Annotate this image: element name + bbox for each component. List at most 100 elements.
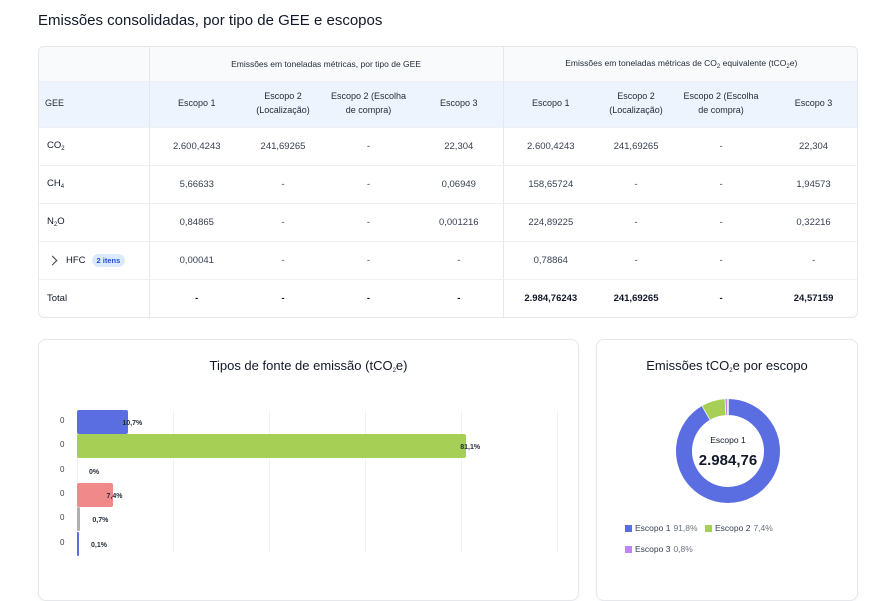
gas-name: CH xyxy=(47,178,61,189)
hfc-expand-toggle[interactable]: HFC 2 itens xyxy=(39,241,150,280)
legend-swatch xyxy=(625,524,632,532)
grid-line xyxy=(77,410,78,553)
col-header-escopo2-comp-b-co2e: de compra) xyxy=(698,105,744,115)
bar-title-sub: 2 xyxy=(392,368,396,374)
bar-mark[interactable] xyxy=(77,482,113,507)
group2-title-part-a: Emissões em toneladas métricas de CO xyxy=(565,57,717,68)
hfc-items-badge: 2 itens xyxy=(91,253,126,267)
table-cell: - xyxy=(244,279,322,317)
table-cell: 0,06949 xyxy=(415,165,504,204)
bar-value-label: 0,7% xyxy=(92,517,109,525)
table-cell: 5,66633 xyxy=(149,165,244,204)
gas-sub: 2 xyxy=(53,222,58,228)
table-cell: - xyxy=(674,241,769,280)
table-cell: - xyxy=(674,127,769,166)
bar-value-label: 0,1% xyxy=(91,541,107,549)
bar-value-label: 0% xyxy=(89,468,100,476)
header-blank-cell xyxy=(39,47,150,82)
donut-title-a: Emissões tCO xyxy=(646,358,730,373)
col-header-escopo3-co2e: Escopo 3 xyxy=(768,81,857,128)
gas-sub: 2 xyxy=(61,146,65,152)
legend-label: Escopo 1 xyxy=(635,523,671,533)
table-cell: 0,001216 xyxy=(415,203,504,242)
table-cell: - xyxy=(322,241,415,280)
emissions-table-card: Emissões em toneladas métricas, por tipo… xyxy=(38,46,858,318)
table-cell: - xyxy=(322,165,415,204)
bar-title-a: Tipos de fonte de emissão (tCO xyxy=(209,358,393,373)
bar-title-b: e) xyxy=(395,358,408,373)
chevron-right-icon[interactable] xyxy=(47,255,58,265)
bar-value-label: 7,4% xyxy=(106,492,123,500)
col-header-escopo2-loc-b: (Localização) xyxy=(256,105,310,115)
table-cell: - xyxy=(598,203,675,242)
table-row-ch4: CH4 5,66633 - - 0,06949 158,65724 - - 1,… xyxy=(39,165,857,204)
group-header-tco2e: Emissões em toneladas métricas de CO2 eq… xyxy=(503,47,857,82)
legend-item[interactable]: Escopo 2 7,4% xyxy=(705,523,773,533)
grid-line xyxy=(461,410,462,553)
bar-value-label: 81,1% xyxy=(460,444,481,452)
table-cell: 22,304 xyxy=(415,127,504,166)
donut-center-label: Escopo 1 xyxy=(710,435,746,445)
gas-name: N xyxy=(47,216,54,227)
legend-value: 7,4% xyxy=(753,523,773,533)
table-cell: 2.600,4243 xyxy=(503,127,599,166)
table-cell: - xyxy=(415,279,504,317)
emissions-table: Emissões em toneladas métricas, por tipo… xyxy=(39,47,857,317)
legend-item[interactable]: Escopo 3 0,8% xyxy=(625,544,693,554)
grid-line xyxy=(173,410,174,553)
bar-value-label: 10,7% xyxy=(122,420,143,427)
bar-mark[interactable] xyxy=(77,531,79,556)
gas-label-co2: CO2 xyxy=(39,127,150,166)
bar-mark[interactable] xyxy=(77,434,467,459)
donut-slice[interactable] xyxy=(676,399,780,503)
col-header-escopo2-comp-a-co2e: Escopo 2 (Escolha xyxy=(683,91,759,102)
table-row-hfc[interactable]: HFC 2 itens 0,00041 - - - 0,78864 - - - xyxy=(39,241,857,280)
grid-line xyxy=(365,410,366,553)
table-cell: 0,78864 xyxy=(503,241,599,280)
table-cell: 2.600,4243 xyxy=(149,127,244,166)
table-cell: 0,84865 xyxy=(149,203,244,242)
gas-label-n2o: N2O xyxy=(39,203,150,242)
table-row-total: Total - - - - 2.984,76243 241,69265 - 24… xyxy=(39,279,857,317)
legend-value: 0,8% xyxy=(673,544,693,554)
table-cell: 24,57159 xyxy=(768,279,857,317)
table-cell: - xyxy=(674,203,769,242)
gas-tail: O xyxy=(57,216,65,227)
col-header-escopo2-comp-a: Escopo 2 (Escolha xyxy=(330,91,407,102)
col-header-gee: GEE xyxy=(39,81,150,128)
legend-label: Escopo 2 xyxy=(715,523,751,533)
col-header-escopo3: Escopo 3 xyxy=(415,81,504,128)
col-header-escopo2-loc-b-co2e: (Localização) xyxy=(609,105,663,115)
gas-sub: 4 xyxy=(60,184,65,190)
col-header-escopo2-loc: Escopo 2 (Localização) xyxy=(244,81,322,128)
col-header-escopo2-loc-a-co2e: Escopo 2 xyxy=(617,91,655,102)
table-cell: 22,304 xyxy=(768,127,857,166)
table-cell: - xyxy=(674,279,769,317)
table-cell: - xyxy=(674,165,769,204)
bar-y-label: 0 xyxy=(60,416,65,425)
group2-title-sub: 2 xyxy=(716,63,721,70)
group2-title-part-c: e) xyxy=(789,57,798,68)
legend-item[interactable]: Escopo 1 91,8% xyxy=(625,523,698,533)
gas-name: CO xyxy=(47,140,62,151)
col-header-escopo2-comp-co2e: Escopo 2 (Escolha de compra) xyxy=(674,81,769,128)
table-row-co2: CO2 2.600,4243 241,69265 - 22,304 2.600,… xyxy=(39,127,857,166)
bar-mark[interactable] xyxy=(77,410,129,434)
legend-value: 91,8% xyxy=(673,523,698,533)
bar-y-label: 0 xyxy=(60,513,65,523)
legend-swatch xyxy=(625,545,632,553)
table-cell: 2.984,76243 xyxy=(503,279,599,317)
bar-mark[interactable] xyxy=(77,507,81,532)
donut-title: Emissões tCO2e por escopo xyxy=(597,358,857,374)
hfc-label: HFC xyxy=(66,254,86,266)
donut-slice[interactable] xyxy=(702,399,727,420)
table-cell: - xyxy=(322,203,415,242)
table-cell: - xyxy=(244,165,322,204)
bar-y-label: 0 xyxy=(60,488,65,498)
donut-title-b: e por escopo xyxy=(732,358,808,373)
grid-line xyxy=(269,410,270,553)
table-cell: - xyxy=(415,241,504,280)
bar-y-label: 0 xyxy=(60,464,65,474)
table-cell: - xyxy=(322,279,415,317)
table-cell: 241,69265 xyxy=(244,127,322,166)
